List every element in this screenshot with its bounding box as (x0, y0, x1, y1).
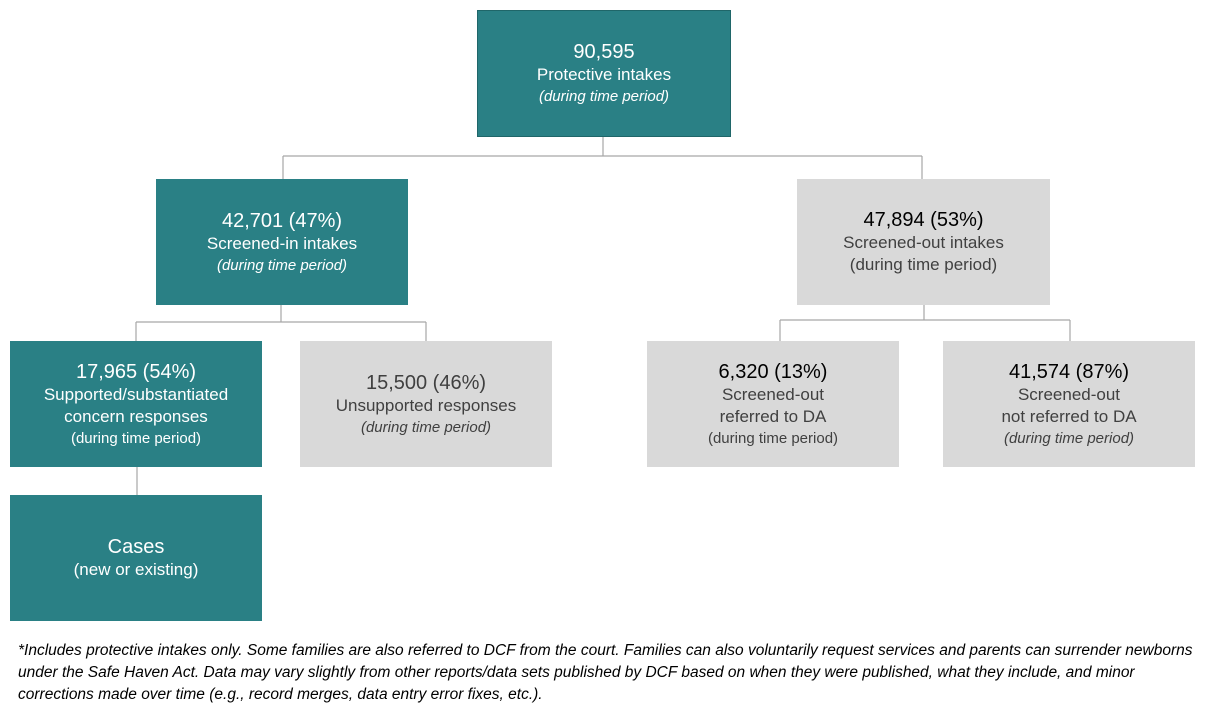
node-count: 47,894 (53%) (863, 209, 984, 231)
node-note: (during time period) (707, 429, 839, 447)
node-count: 17,965 (54%) (75, 360, 197, 383)
node-note: (during time period) (70, 429, 202, 447)
node-label: Protective intakes (536, 65, 672, 84)
node-label-line1: Screened-out (1017, 384, 1121, 404)
node-unsupported-responses: 15,500 (46%) Unsupported responses (duri… (300, 341, 552, 467)
node-label-line1: Supported/substantiated (43, 384, 229, 404)
node-count: 6,320 (13%) (718, 360, 828, 383)
node-note: (during time period) (1003, 429, 1135, 447)
node-note: (during time period) (360, 418, 492, 436)
node-count: 42,701 (47%) (221, 209, 343, 232)
node-note: (new or existing) (73, 560, 199, 579)
node-supported-responses: 17,965 (54%) Supported/substantiated con… (10, 341, 262, 467)
node-protective-intakes: 90,595 Protective intakes (during time p… (477, 10, 731, 137)
connector-screened-in-children (135, 305, 427, 341)
node-screened-out-intakes: 47,894 (53%) Screened-out intakes (durin… (797, 179, 1050, 305)
node-label: Cases (107, 536, 165, 558)
node-label: Unsupported responses (335, 395, 517, 415)
node-count: 41,574 (87%) (1008, 360, 1130, 383)
node-label-line2: not referred to DA (1001, 406, 1137, 426)
node-screened-in-intakes: 42,701 (47%) Screened-in intakes (during… (156, 179, 408, 305)
node-label-line2: concern responses (64, 406, 208, 426)
node-note: (during time period) (538, 88, 670, 105)
node-label-line1: Screened-out (721, 384, 825, 404)
node-note: (during time period) (216, 256, 348, 274)
node-count: 90,595 (573, 41, 635, 63)
node-referred-to-da: 6,320 (13%) Screened-out referred to DA … (647, 341, 899, 467)
node-label-line2: referred to DA (719, 406, 827, 426)
node-count: 15,500 (46%) (365, 371, 487, 394)
footnote: *Includes protective intakes only. Some … (18, 642, 1193, 703)
connector-root-to-level2 (282, 137, 923, 179)
node-cases: Cases (new or existing) (10, 495, 262, 621)
connector-screened-out-children (779, 305, 1071, 341)
node-label: Screened-out intakes (843, 233, 1004, 252)
node-note: (during time period) (849, 255, 998, 274)
node-label: Screened-in intakes (206, 233, 358, 253)
node-not-referred-to-da: 41,574 (87%) Screened-out not referred t… (943, 341, 1195, 467)
